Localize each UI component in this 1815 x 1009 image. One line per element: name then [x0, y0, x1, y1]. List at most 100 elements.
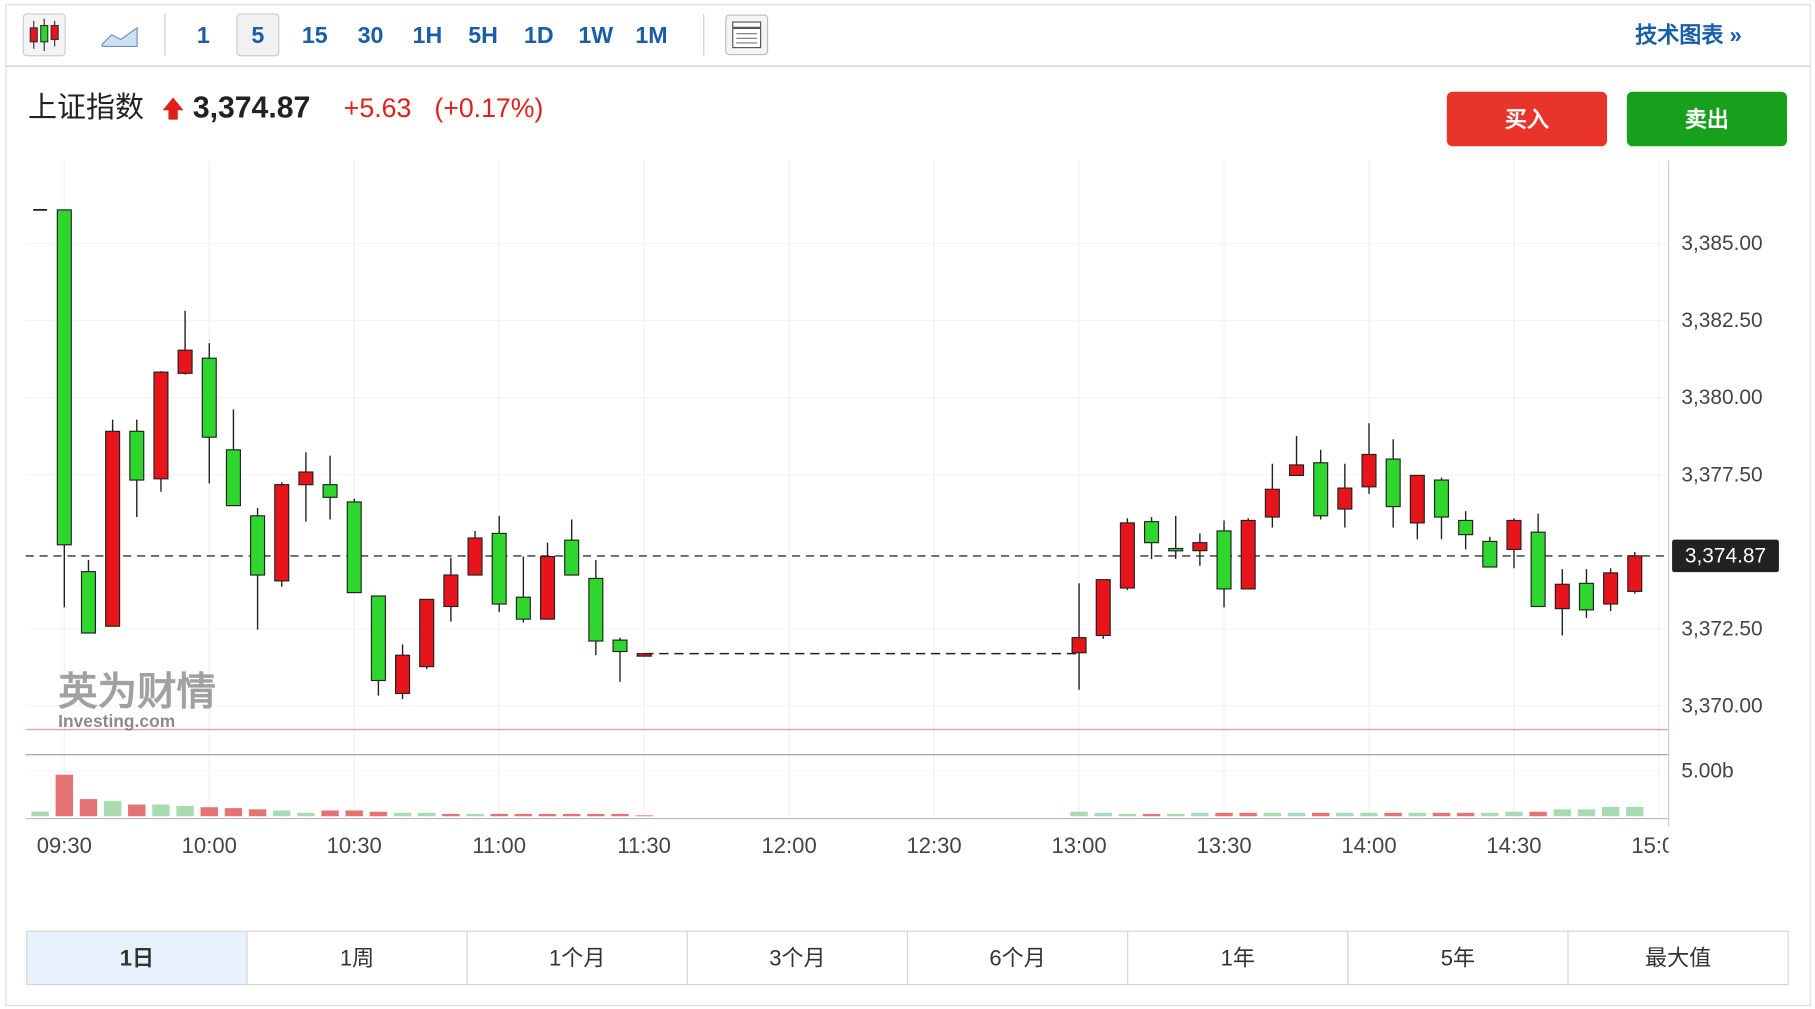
volume-bar [152, 804, 170, 817]
y-tick-label: 3,380.00 [1681, 386, 1762, 409]
x-tick-label: 12:30 [907, 833, 962, 858]
candle-body [80, 571, 97, 634]
volume-bar [490, 813, 508, 817]
sell-button[interactable]: 卖出 [1626, 91, 1788, 147]
range-tab-bg[interactable] [26, 930, 248, 986]
volume-bar [1432, 812, 1451, 817]
buy-button[interactable]: 买入 [1446, 91, 1608, 147]
range-tab[interactable]: 5年 [1441, 945, 1475, 970]
volume-bar [1360, 812, 1378, 817]
volume-bar [369, 811, 388, 817]
volume-bar [1070, 811, 1088, 817]
candle-body [1071, 637, 1087, 654]
candle-body [1530, 531, 1546, 608]
interval-button[interactable]: 5 [251, 22, 264, 48]
range-tab-bg[interactable] [466, 930, 688, 986]
volume-bar [1601, 806, 1620, 817]
interval-button[interactable]: 1D [524, 22, 554, 48]
range-tab-bg[interactable] [1127, 930, 1349, 986]
candle-body [419, 598, 435, 668]
candle-body [1095, 579, 1111, 637]
chart-link[interactable]: 技术图表 » [1635, 22, 1742, 47]
volume-bar [200, 807, 218, 817]
interval-button[interactable]: 1M [635, 22, 667, 48]
interval-button[interactable]: 15 [302, 22, 328, 48]
y-tick-label: 3,372.50 [1681, 617, 1762, 640]
range-tab[interactable]: 6个月 [989, 945, 1045, 970]
x-tick-label: 11:00 [472, 833, 526, 858]
range-tab[interactable]: 1年 [1221, 945, 1255, 970]
volume-bar [418, 812, 436, 817]
x-tick-label: 15:00 [1631, 833, 1686, 858]
range-tab-bg[interactable] [1567, 930, 1789, 986]
range-tab[interactable]: 1周 [340, 945, 374, 970]
candle-body [105, 430, 121, 627]
candle-body [1458, 519, 1474, 536]
range-tab[interactable]: 3个月 [769, 945, 825, 970]
axis-labels: 3,370.00 3,372.50 3,377.50 3,380.00 3,382.50… [1672, 232, 1779, 783]
candle-body [250, 515, 266, 576]
interval-button[interactable]: 1 [197, 22, 210, 48]
x-tick-label: 14:30 [1486, 833, 1541, 858]
candle-body [612, 639, 628, 653]
x-tick-label: 13:00 [1051, 833, 1106, 858]
volume-bar [1311, 812, 1330, 817]
buy-label[interactable]: 买入 [1505, 107, 1549, 132]
range-tab[interactable]: 最大值 [1645, 945, 1711, 970]
chart: 09:30 10:00 10:30 11:00 11:30 12:00 12:30 13:00… [25, 160, 1686, 858]
candle-body [1361, 453, 1377, 488]
volume-bar [1456, 812, 1475, 817]
volume-bar [466, 813, 484, 817]
interval-button[interactable]: 30 [358, 22, 384, 48]
x-tick-label: 09:30 [37, 833, 92, 858]
volume-bar [442, 813, 460, 817]
candle-body [467, 537, 483, 576]
volume-bar [297, 812, 315, 817]
volume-bar [248, 809, 267, 817]
index-name: 上证指数 [28, 91, 144, 124]
line-icon[interactable] [101, 26, 138, 48]
x-tick-label: 10:30 [327, 833, 382, 858]
volume-bar [345, 810, 363, 817]
volume-bar [79, 799, 98, 817]
volume-bar [1408, 812, 1427, 817]
candle-body [1554, 583, 1570, 610]
candle-body [491, 532, 507, 605]
candle-body [1144, 521, 1160, 544]
last-price-box [1672, 539, 1779, 573]
range-tab[interactable]: 1个月 [549, 945, 605, 970]
price: 3,374.87 [193, 91, 310, 124]
range-tab-bg[interactable] [906, 930, 1129, 986]
y-tick-label: 3,385.00 [1681, 232, 1762, 255]
interval-button[interactable]: 5H [468, 22, 498, 48]
candle-body [153, 371, 169, 480]
candle-icon[interactable] [22, 13, 66, 57]
candle-body [274, 484, 290, 582]
x-tick-label: 13:30 [1196, 833, 1251, 858]
y-tick-label: 3,382.50 [1681, 309, 1762, 332]
volume-bar [635, 815, 653, 817]
candle-body [1433, 479, 1450, 518]
sell-label[interactable]: 卖出 [1685, 107, 1729, 132]
frame [5, 4, 1811, 1007]
volume-bar [128, 804, 146, 817]
change: +5.63 [344, 93, 412, 123]
candle-body [1385, 458, 1401, 508]
range-tab[interactable]: 1日 [120, 945, 154, 970]
interval-button[interactable]: 1H [413, 22, 443, 48]
interval-button[interactable]: 1W [578, 22, 613, 48]
range-tab-bg[interactable] [686, 930, 909, 986]
range-tab-bg[interactable] [1347, 930, 1569, 986]
volume-bar [1215, 812, 1233, 817]
volume-bar [1142, 813, 1161, 817]
volume-bar [1577, 809, 1596, 817]
candle-body [636, 653, 652, 657]
volume-bar [1481, 812, 1499, 817]
x-tick-label: 11:30 [617, 833, 671, 858]
x-tick-label: 12:00 [762, 833, 817, 858]
volume-bar [31, 811, 49, 817]
candle-body [322, 484, 338, 498]
candle-body [564, 539, 580, 576]
layout-icon[interactable] [725, 14, 769, 56]
